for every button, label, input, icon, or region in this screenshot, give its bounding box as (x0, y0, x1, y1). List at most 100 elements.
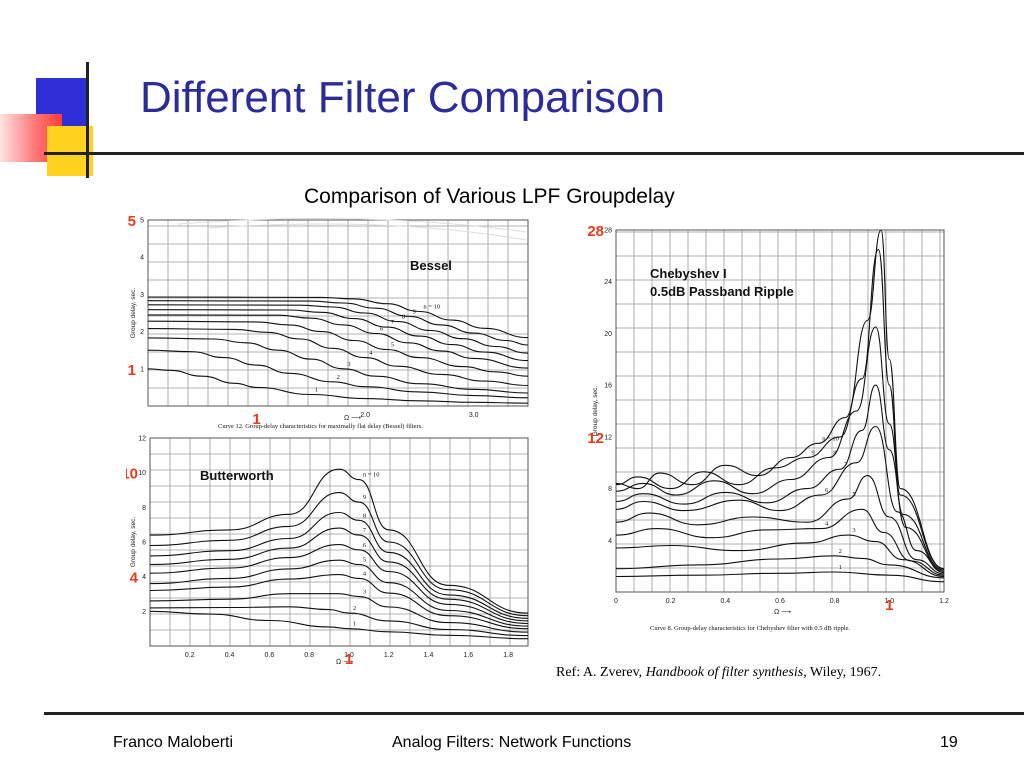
series-label: n = 10 (822, 435, 839, 442)
series-line-4 (615, 508, 945, 576)
series-label: 6 (380, 325, 384, 332)
series-line-2 (147, 349, 529, 399)
red-annotation: 4 (130, 570, 139, 587)
red-annotation: 1 (128, 362, 136, 379)
series-line-7 (149, 527, 529, 622)
series-line-3 (149, 593, 529, 633)
red-annotation: 1 (252, 411, 260, 428)
x-tick-label: 0.6 (265, 652, 275, 659)
series-line-5 (615, 475, 945, 575)
red-annotation: 10 (126, 466, 138, 483)
chebyshev-frame (615, 229, 945, 593)
series-line-2 (615, 555, 945, 579)
y-tick-label: 20 (604, 331, 612, 338)
series-line-7 (147, 309, 529, 362)
series-label: 8 (833, 450, 836, 457)
series-label: 2 (337, 374, 340, 381)
series-label: 4 (825, 521, 829, 528)
chebyshev-background (588, 222, 966, 646)
y-tick-label: 4 (140, 255, 144, 262)
red-annotation: 1 (345, 651, 353, 668)
y-tick-label: 8 (608, 486, 612, 493)
series-label: n = 10 (423, 304, 440, 311)
series-line-2 (149, 606, 529, 637)
y-tick-label: 4 (608, 538, 612, 545)
series-label: 4 (363, 570, 367, 577)
butterworth-curves (149, 468, 529, 640)
chart-title: Butterworth (200, 468, 274, 483)
series-line-3 (615, 534, 945, 578)
y-tick-label: 16 (604, 383, 612, 390)
x-tick-label: 1.6 (463, 652, 473, 659)
series-label: 4 (369, 350, 373, 357)
reference-book: Handbook of filter synthesis (645, 665, 804, 680)
x-tick-label: 0.4 (225, 652, 235, 659)
series-label: 1 (353, 621, 356, 628)
slide-title: Different Filter Comparison (140, 73, 665, 122)
figure-heading: Comparison of Various LPF Groupdelay (304, 185, 675, 208)
series-label: 2 (353, 605, 356, 612)
series-label: 1 (839, 564, 842, 571)
y-tick-label: 2 (142, 609, 146, 616)
bessel-background (126, 214, 538, 438)
series-line-9 (147, 300, 529, 346)
series-label: n = 10 (363, 472, 380, 479)
chart-title: Chebyshev I (650, 266, 727, 281)
series-label: 7 (363, 527, 367, 534)
x-tick-label: 1.0 (344, 652, 354, 659)
title-rule (44, 152, 1024, 155)
y-tick-label: 5 (140, 218, 144, 225)
series-label: 7 (844, 461, 848, 468)
series-line-7 (615, 384, 945, 572)
series-line-6 (147, 314, 529, 369)
chebyshev-curves (615, 229, 945, 583)
footer-rule (44, 712, 1024, 715)
y-tick-label: 2 (140, 329, 144, 336)
series-line-8 (615, 326, 945, 571)
series-label: 5 (391, 341, 394, 348)
footer-course: Analog Filters: Network Functions (392, 734, 632, 751)
series-line-5 (147, 320, 529, 377)
bessel-scan-residue (177, 218, 527, 241)
series-line-3 (147, 337, 529, 394)
x-tick-label: 0.2 (666, 598, 676, 605)
series-line-1 (147, 368, 529, 404)
series-label: 5 (852, 491, 855, 498)
y-tick-label: 6 (142, 540, 146, 547)
y-tick-label: 12 (138, 436, 146, 443)
figure-caption: Curve 8. Group-delay characteristics for… (650, 625, 851, 632)
series-line-9 (149, 492, 529, 617)
series-line-8 (149, 511, 529, 619)
series-label: 8 (402, 314, 405, 321)
series-label: 8 (363, 512, 366, 519)
chart-title: Bessel (410, 258, 452, 273)
x-tick-label: 1.0 (884, 598, 894, 605)
x-tick-label: 1.2 (384, 652, 394, 659)
butterworth-frame (149, 437, 529, 647)
series-label: 5 (363, 557, 366, 564)
x-tick-label: 0.8 (304, 652, 314, 659)
x-tick-label: 0 (614, 598, 618, 605)
x-tick-label: 1.2 (939, 598, 949, 605)
red-annotation: 1 (885, 597, 893, 614)
residue-curve (177, 218, 527, 233)
x-tick-label: 1.8 (503, 652, 513, 659)
x-axis-label: Ω ⟶ (344, 415, 361, 422)
series-line-4 (147, 328, 529, 387)
y-axis-label: Group delay, sec. (130, 288, 137, 339)
series-label: 3 (347, 361, 350, 368)
reference-suffix: , Wiley, 1967. (803, 665, 882, 680)
decor-vertical-rule (86, 62, 89, 178)
red-annotation: 28 (588, 223, 604, 240)
butterworth-background (126, 434, 538, 670)
y-tick-label: 3 (140, 292, 144, 299)
y-tick-label: 1 (140, 366, 144, 373)
series-label: 6 (825, 487, 829, 494)
series-label: 9 (363, 494, 366, 501)
x-axis-label: Ω ⟶ (774, 609, 791, 616)
y-tick-label: 10 (138, 470, 146, 477)
x-tick-label: 0.8 (830, 598, 840, 605)
series-line-6 (615, 425, 945, 574)
